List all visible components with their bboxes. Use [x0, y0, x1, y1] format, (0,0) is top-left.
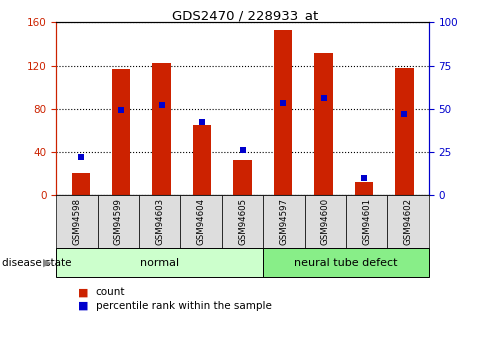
Bar [315, 52, 333, 195]
Point [117, 108, 125, 113]
Text: disease state: disease state [2, 258, 72, 267]
Bar [233, 160, 252, 195]
Text: GSM94597: GSM94597 [279, 198, 289, 245]
Bar [152, 63, 171, 195]
Text: GSM94602: GSM94602 [404, 198, 413, 245]
Point [239, 147, 246, 153]
Text: ■: ■ [78, 301, 89, 311]
Point [360, 175, 368, 180]
Bar [355, 182, 373, 195]
Bar [72, 173, 90, 195]
Bar [112, 69, 130, 195]
Point [158, 102, 166, 108]
Text: percentile rank within the sample: percentile rank within the sample [96, 301, 271, 311]
Text: GSM94603: GSM94603 [155, 198, 164, 245]
Point [400, 111, 408, 117]
Point [198, 120, 206, 125]
Text: GSM94605: GSM94605 [238, 198, 247, 245]
Text: GSM94601: GSM94601 [362, 198, 371, 245]
Bar [193, 125, 211, 195]
Text: ▶: ▶ [43, 258, 52, 267]
Text: GSM94598: GSM94598 [73, 198, 81, 245]
Bar [274, 30, 292, 195]
Text: GSM94599: GSM94599 [114, 198, 123, 245]
Text: GSM94604: GSM94604 [196, 198, 206, 245]
Bar [395, 68, 414, 195]
Text: neural tube defect: neural tube defect [294, 258, 398, 267]
Point [319, 96, 327, 101]
Text: normal: normal [140, 258, 179, 267]
Text: GDS2470 / 228933_at: GDS2470 / 228933_at [172, 9, 318, 22]
Text: GSM94600: GSM94600 [321, 198, 330, 245]
Point [279, 101, 287, 106]
Text: ■: ■ [78, 287, 89, 297]
Text: count: count [96, 287, 125, 297]
Point [77, 154, 85, 160]
